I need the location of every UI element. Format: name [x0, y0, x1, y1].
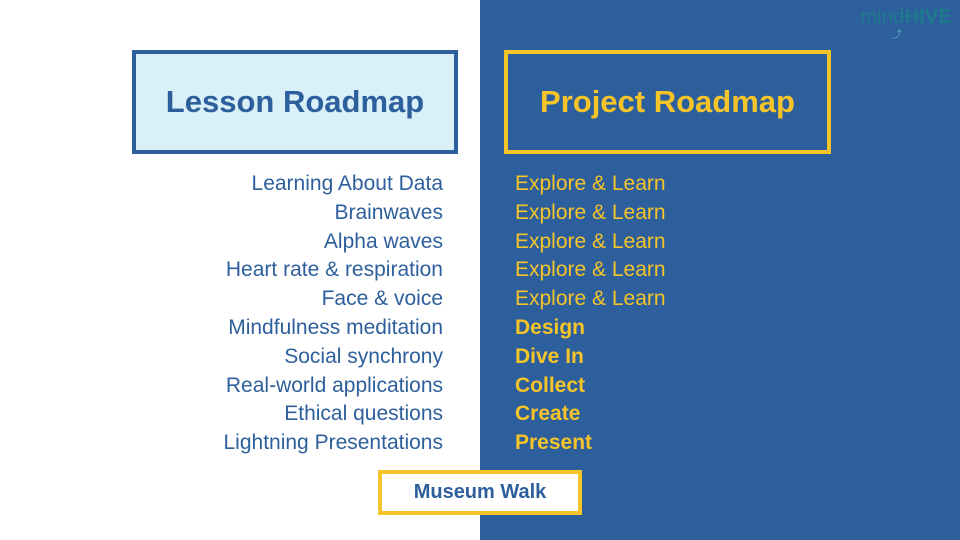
lesson-item: Social synchrony	[284, 344, 443, 368]
lesson-item: Real-world applications	[225, 373, 443, 397]
project-item: Create	[515, 402, 581, 426]
project-roadmap-title: Project Roadmap	[540, 84, 795, 119]
project-item: Explore & Learn	[515, 200, 666, 224]
lesson-item: Alpha waves	[323, 229, 443, 253]
logo-text-mind: mind	[860, 6, 905, 28]
project-item: Dive In	[515, 344, 584, 368]
lesson-item: Brainwaves	[334, 200, 443, 224]
project-roadmap-list: Explore & Learn Explore & Learn Explore …	[515, 170, 666, 458]
project-item: Present	[515, 431, 593, 455]
lesson-roadmap-list: Learning About Data Brainwaves Alpha wav…	[224, 170, 444, 458]
lesson-item: Face & voice	[321, 287, 443, 311]
lesson-item: Learning About Data	[251, 172, 443, 195]
project-item: Design	[515, 315, 586, 339]
project-roadmap-heading: Project Roadmap	[504, 50, 831, 154]
project-item: Explore & Learn	[515, 258, 666, 282]
project-item: Explore & Learn	[515, 287, 666, 311]
museum-walk-label: Museum Walk	[413, 481, 547, 503]
museum-walk-box: Museum Walk	[378, 470, 582, 515]
lesson-roadmap-heading: Lesson Roadmap	[132, 50, 458, 154]
lesson-item: Heart rate & respiration	[225, 258, 443, 282]
lesson-item: Mindfulness meditation	[228, 315, 443, 339]
logo-text-hive: HIVE	[904, 6, 952, 28]
lesson-roadmap-title: Lesson Roadmap	[165, 84, 425, 119]
mindhive-logo: mindHIVE	[860, 6, 952, 28]
lesson-item: Lightning Presentations	[223, 431, 444, 455]
project-item: Explore & Learn	[515, 172, 666, 195]
logo-swoosh-icon: ⤴	[892, 30, 902, 41]
project-item: Collect	[515, 373, 586, 397]
project-item: Explore & Learn	[515, 229, 666, 253]
lesson-item: Ethical questions	[284, 402, 443, 426]
